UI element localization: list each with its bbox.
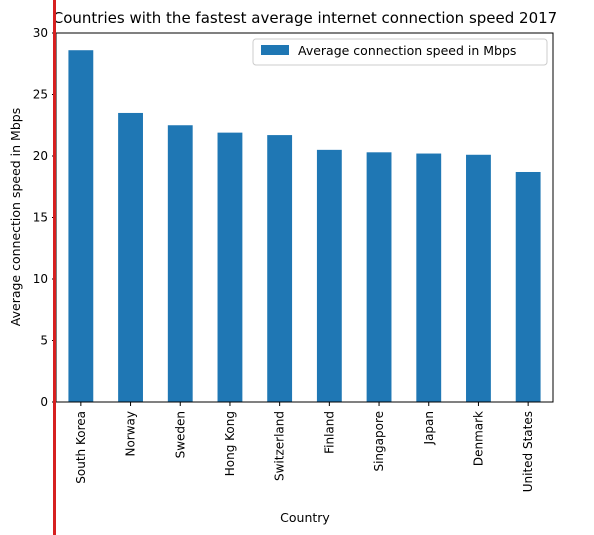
plot-frame [55, 32, 554, 403]
bar-sweden [167, 125, 193, 402]
bar-norway [118, 112, 143, 402]
bar-singapore [366, 152, 392, 402]
y-tick-label: 20 [33, 149, 48, 163]
bar-hong-kong [217, 132, 243, 402]
y-tick-label: 5 [40, 334, 48, 348]
x-tick-label: South Korea [74, 411, 88, 484]
red-vertical-line [53, 0, 56, 535]
y-tick-label: 25 [33, 88, 48, 102]
x-tick-label: Hong Kong [223, 411, 237, 476]
bar-denmark [466, 154, 491, 402]
y-tick-label: 15 [33, 211, 48, 225]
bar-united-states [515, 171, 541, 402]
x-axis-ticks: South Korea Norway Sweden Hong Kong Switzerl… [74, 402, 535, 492]
x-tick-label: Singapore [372, 411, 386, 472]
y-tick-label: 0 [40, 395, 48, 409]
y-axis-title: Average connection speed in Mbps [8, 108, 23, 326]
x-tick-label: Norway [124, 411, 138, 457]
legend: Average connection speed in Mbps [252, 38, 548, 66]
bar-switzerland [267, 135, 293, 402]
x-axis-title: Country [280, 510, 330, 525]
y-tick-label: 10 [33, 272, 48, 286]
legend-swatch [261, 45, 289, 55]
bar-japan [416, 153, 442, 402]
y-tick-label: 30 [33, 26, 48, 40]
y-axis-ticks: 0 5 10 15 20 25 30 [33, 26, 56, 409]
legend-box [252, 38, 548, 66]
bars-group [68, 50, 541, 402]
legend-label: Average connection speed in Mbps [298, 43, 516, 58]
bar-south-korea [68, 50, 94, 402]
x-tick-label: Switzerland [273, 411, 287, 481]
x-tick-label: Japan [422, 411, 436, 445]
x-tick-label: Sweden [173, 411, 187, 458]
x-tick-label: United States [521, 411, 535, 492]
bar-finland [316, 149, 342, 402]
x-tick-label: Denmark [471, 411, 485, 466]
x-tick-label: Finland [322, 411, 336, 454]
chart-title: Countries with the fastest average inter… [53, 9, 557, 27]
